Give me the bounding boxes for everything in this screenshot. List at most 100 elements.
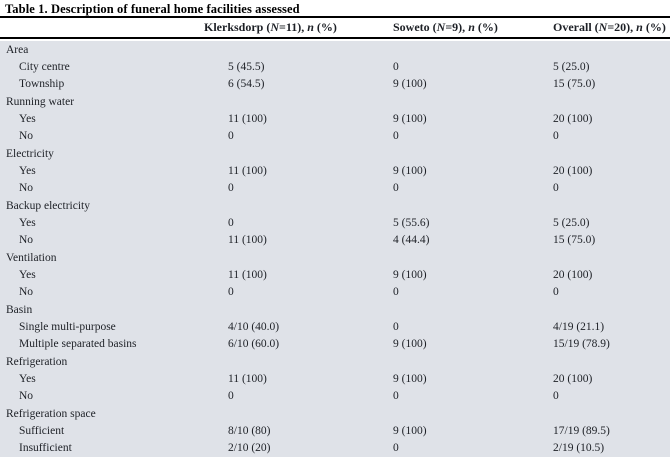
table-row: Township 6 (54.5) 9 (100) 15 (75.0)	[0, 76, 670, 93]
bottom-margin	[0, 457, 670, 462]
row-label: Township	[19, 78, 65, 91]
table-row: Multiple separated basins 6/10 (60.0) 9 (1…	[0, 336, 670, 353]
cell-value: 0	[228, 216, 234, 229]
table-row: Ventilation	[0, 249, 670, 266]
cell-value: 9 (100)	[393, 112, 427, 125]
cell-value: 8/10 (80)	[228, 424, 271, 437]
cell-value: 9 (100)	[393, 372, 427, 385]
table-row: Yes 11 (100) 9 (100) 20 (100)	[0, 162, 670, 179]
header-italic-n: n	[636, 20, 643, 34]
table-row: Refrigeration space	[0, 405, 670, 422]
cell-value: 15 (75.0)	[553, 78, 596, 91]
table-row: No 0 0 0	[0, 388, 670, 405]
top-rule	[0, 16, 670, 18]
cell-value: 6/10 (60.0)	[228, 338, 280, 351]
table-header-row: Klerksdorp ( N =11), n (%) Soweto (N=9), n…	[0, 18, 670, 37]
header-italic-n: n	[468, 20, 475, 34]
cell-value: 2/10 (20)	[228, 442, 271, 455]
cell-value: 0	[553, 286, 559, 299]
cell-value: 9 (100)	[393, 268, 427, 281]
cell-value: 4 (44.4)	[393, 234, 430, 247]
table-row: Electricity	[0, 145, 670, 162]
header-text: =20),	[607, 20, 637, 34]
row-label: No	[19, 182, 34, 195]
header-italic-N: N	[436, 20, 446, 34]
row-label: Refrigeration	[6, 355, 68, 368]
cell-value: 11 (100)	[228, 112, 267, 125]
table-row: No 0 0 0	[0, 128, 670, 145]
table-row: City centre 5 (45.5) 0 5 (25.0)	[0, 58, 670, 75]
header-text: (%)	[313, 20, 337, 34]
row-label: No	[19, 390, 34, 403]
table-row: Refrigeration	[0, 353, 670, 370]
table-row: Yes 11 (100) 9 (100) 20 (100)	[0, 110, 670, 127]
table-row: Sufficient 8/10 (80) 9 (100) 17/19 (89.5)	[0, 422, 670, 439]
row-label: Area	[6, 43, 29, 56]
cell-value: 11 (100)	[228, 372, 267, 385]
table-row: Insufficient 2/10 (20) 0 2/19 (10.5)	[0, 440, 670, 457]
cell-value: 0	[553, 390, 559, 403]
cell-value: 9 (100)	[393, 78, 427, 91]
cell-value: 5 (25.0)	[553, 216, 590, 229]
cell-value: 15/19 (78.9)	[553, 338, 610, 351]
cell-value: 20 (100)	[553, 112, 593, 125]
table-row: Basin	[0, 301, 670, 318]
cell-value: 4/10 (40.0)	[228, 320, 280, 333]
header-text: Overall (	[553, 20, 599, 34]
cell-value: 5 (25.0)	[553, 60, 590, 73]
row-label: No	[19, 286, 34, 299]
row-label: Yes	[19, 268, 36, 281]
cell-value: 20 (100)	[553, 372, 593, 385]
table-title: Table 1. Description of funeral home fac…	[5, 2, 300, 16]
header-text: (%)	[642, 20, 666, 34]
header-text: (%)	[474, 20, 498, 34]
table-row: Yes 11 (100) 9 (100) 20 (100)	[0, 266, 670, 283]
row-label: No	[19, 130, 34, 143]
row-label: Yes	[19, 372, 36, 385]
cell-value: 11 (100)	[228, 164, 267, 177]
cell-value: 5 (55.6)	[393, 216, 430, 229]
cell-value: 20 (100)	[553, 268, 593, 281]
cell-value: 0	[393, 286, 399, 299]
cell-value: 0	[228, 286, 234, 299]
cell-value: 0	[393, 390, 399, 403]
table-row: Yes 11 (100) 9 (100) 20 (100)	[0, 370, 670, 387]
header-italic-n: n	[307, 20, 314, 34]
cell-value: 0	[393, 442, 399, 455]
row-label: Yes	[19, 216, 36, 229]
row-label: Running water	[6, 95, 75, 108]
table-row: No 0 0 0	[0, 284, 670, 301]
header-text: Klerksdorp (	[204, 20, 271, 34]
row-label: Ventilation	[6, 251, 57, 264]
cell-value: 0	[228, 130, 234, 143]
cell-value: 0	[393, 182, 399, 195]
row-label: Single multi-purpose	[19, 320, 116, 333]
header-text: =9),	[445, 20, 469, 34]
cell-value: 2/19 (10.5)	[553, 442, 605, 455]
row-label: Refrigeration space	[6, 407, 96, 420]
cell-value: 17/19 (89.5)	[553, 424, 610, 437]
table-row: Backup electricity	[0, 197, 670, 214]
table-row: Single multi-purpose 4/10 (40.0) 0 4/19 (21…	[0, 318, 670, 335]
table-row: Yes 0 5 (55.6) 5 (25.0)	[0, 214, 670, 231]
cell-value: 0	[228, 390, 234, 403]
row-label: Basin	[6, 303, 33, 316]
cell-value: 0	[393, 130, 399, 143]
row-label: Yes	[19, 164, 36, 177]
cell-value: 15 (75.0)	[553, 234, 596, 247]
header-rule	[0, 37, 670, 39]
cell-value: 20 (100)	[553, 164, 593, 177]
row-label: Electricity	[6, 147, 54, 160]
row-label: Multiple separated basins	[19, 338, 137, 351]
cell-value: 5 (45.5)	[228, 60, 265, 73]
header-text: =11),	[279, 20, 308, 34]
table-row: No 0 0 0	[0, 180, 670, 197]
table-body: Area City centre 5 (45.5) 0 5 (25.0) Township…	[0, 41, 670, 457]
cell-value: 0	[553, 130, 559, 143]
row-label: No	[19, 234, 34, 247]
row-label: Backup electricity	[6, 199, 90, 212]
row-label: City centre	[19, 60, 70, 73]
column-header-soweto: Soweto (N=9), n (%)	[393, 20, 553, 35]
cell-value: 0	[393, 60, 399, 73]
